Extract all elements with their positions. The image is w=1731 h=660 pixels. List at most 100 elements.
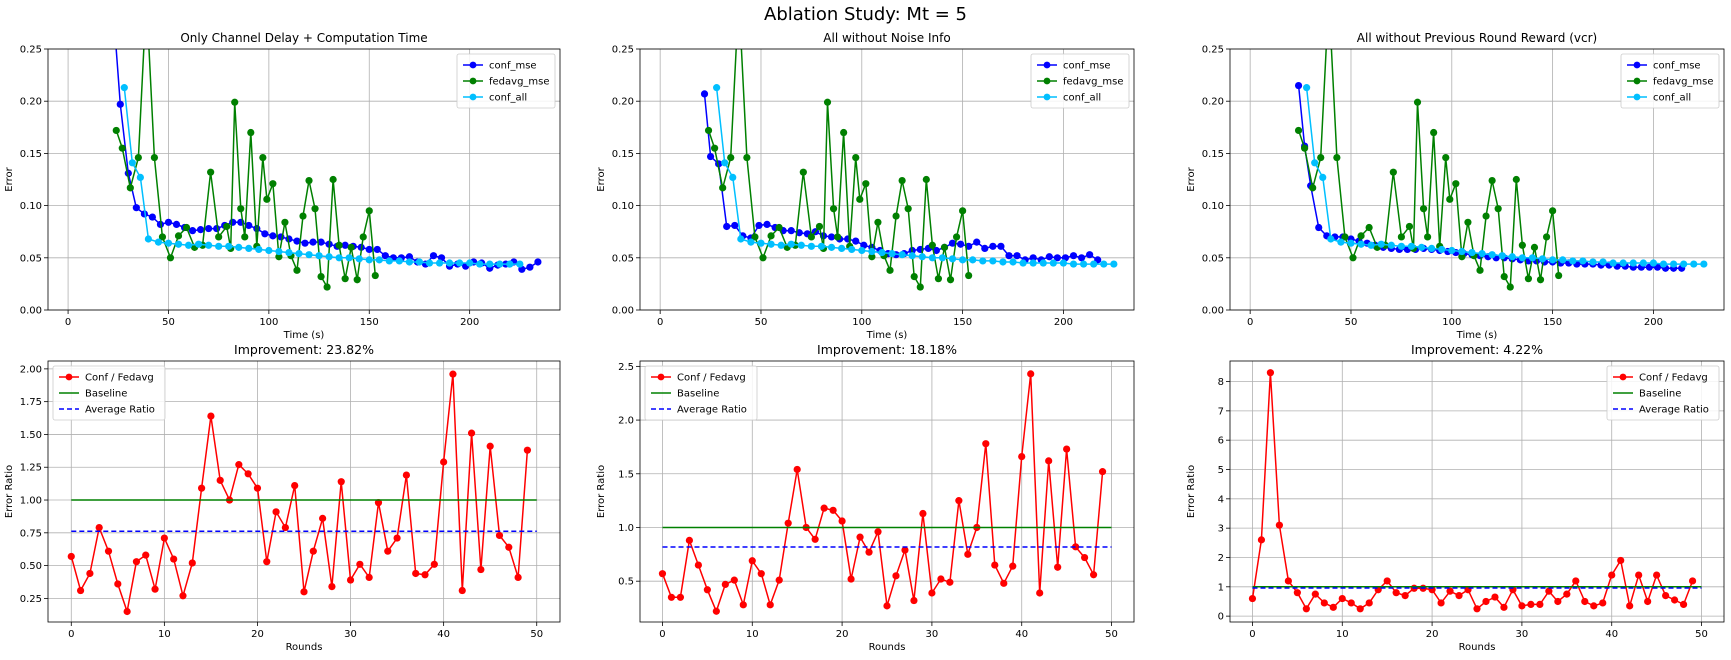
data-point xyxy=(997,242,1005,250)
data-point xyxy=(739,601,747,609)
data-point xyxy=(1680,260,1688,268)
data-point xyxy=(704,126,713,135)
data-point xyxy=(1688,577,1697,585)
data-point xyxy=(919,509,927,518)
legend-label: fedavg_mse xyxy=(1653,77,1714,88)
data-point xyxy=(1438,245,1446,254)
data-point xyxy=(184,241,193,249)
data-point xyxy=(291,481,299,490)
data-point xyxy=(1527,600,1535,609)
data-point xyxy=(421,571,429,579)
y-tick-label: 0.15 xyxy=(612,149,634,160)
data-point xyxy=(329,175,337,184)
data-point xyxy=(694,561,702,569)
data-point xyxy=(1009,562,1017,570)
data-point xyxy=(373,245,381,254)
legend-marker xyxy=(1633,61,1641,69)
y-tick-label: 1.75 xyxy=(20,397,42,408)
chart-title: All without Noise Info xyxy=(823,31,950,45)
data-point xyxy=(721,159,729,167)
data-point xyxy=(1437,599,1445,607)
y-tick-label: 2.00 xyxy=(20,364,42,375)
data-point xyxy=(235,243,243,251)
legend-label: conf_all xyxy=(1063,93,1101,104)
data-point xyxy=(918,253,926,261)
data-point xyxy=(1524,275,1533,283)
data-point xyxy=(991,561,999,569)
data-point xyxy=(170,555,178,563)
legend: Conf / Fedavg Baseline Average Ratio xyxy=(52,365,166,421)
data-point xyxy=(1356,605,1364,613)
data-point xyxy=(898,251,906,259)
data-point xyxy=(700,90,709,98)
data-point xyxy=(1365,223,1373,232)
data-point xyxy=(1367,241,1375,249)
data-point xyxy=(1347,599,1355,607)
data-point xyxy=(1405,222,1414,231)
data-point xyxy=(1397,242,1405,250)
data-point xyxy=(685,536,694,544)
data-point xyxy=(1545,587,1553,595)
x-axis-label: Rounds xyxy=(1459,642,1496,653)
legend-marker xyxy=(657,373,665,381)
data-point xyxy=(1347,239,1355,247)
data-point xyxy=(1059,259,1068,267)
data-point xyxy=(261,230,269,238)
chart-title: All without Previous Round Reward (vcr) xyxy=(1357,31,1597,45)
x-tick-label: 100 xyxy=(1442,317,1461,328)
data-point xyxy=(148,213,157,221)
data-point xyxy=(956,240,965,248)
data-point xyxy=(231,98,239,106)
x-tick-label: 200 xyxy=(1644,317,1663,328)
data-point xyxy=(981,244,989,253)
data-point xyxy=(807,242,815,250)
data-point xyxy=(1357,240,1365,248)
data-point xyxy=(523,446,532,454)
data-point xyxy=(486,260,494,268)
data-point xyxy=(1098,468,1107,476)
x-axis-label: Time (s) xyxy=(283,330,325,341)
data-point xyxy=(215,233,223,241)
data-point xyxy=(341,275,349,283)
x-tick-label: 20 xyxy=(251,629,264,640)
data-point xyxy=(711,144,719,152)
data-point xyxy=(385,257,393,265)
data-point xyxy=(166,254,175,262)
data-point xyxy=(934,275,943,283)
data-point xyxy=(1327,235,1335,243)
data-point xyxy=(496,260,504,268)
data-point xyxy=(365,256,373,264)
plot-area xyxy=(658,370,1112,615)
legend-box xyxy=(1030,53,1130,109)
data-point xyxy=(1294,126,1303,135)
data-point xyxy=(928,241,936,249)
data-point xyxy=(285,248,293,257)
data-point xyxy=(1464,218,1472,226)
data-point xyxy=(114,580,122,588)
x-tick-label: 40 xyxy=(1015,629,1028,640)
chart-1: 0 50 100 150 200 0.00 0.05 0.10 0.15 0.20 0.25 Only… xyxy=(4,31,561,341)
data-point xyxy=(928,254,936,262)
data-point xyxy=(1639,259,1647,267)
series-line xyxy=(703,93,1099,261)
data-point xyxy=(269,180,277,188)
data-point xyxy=(1512,175,1520,184)
x-axis-label: Rounds xyxy=(286,642,323,653)
x-axis-label: Time (s) xyxy=(1456,330,1498,341)
x-tick-label: 150 xyxy=(953,317,972,328)
y-tick-label: 1.25 xyxy=(20,463,42,474)
data-point xyxy=(132,204,140,212)
data-point xyxy=(151,585,159,593)
data-point xyxy=(345,254,353,262)
data-point xyxy=(883,602,891,610)
data-point xyxy=(922,175,930,184)
data-point xyxy=(815,222,824,231)
data-point xyxy=(505,543,513,551)
x-tick-label: 150 xyxy=(1543,317,1562,328)
data-point xyxy=(328,582,336,591)
data-point xyxy=(727,153,735,162)
data-point xyxy=(1284,577,1292,585)
data-point xyxy=(1669,260,1678,268)
data-point xyxy=(142,551,150,559)
